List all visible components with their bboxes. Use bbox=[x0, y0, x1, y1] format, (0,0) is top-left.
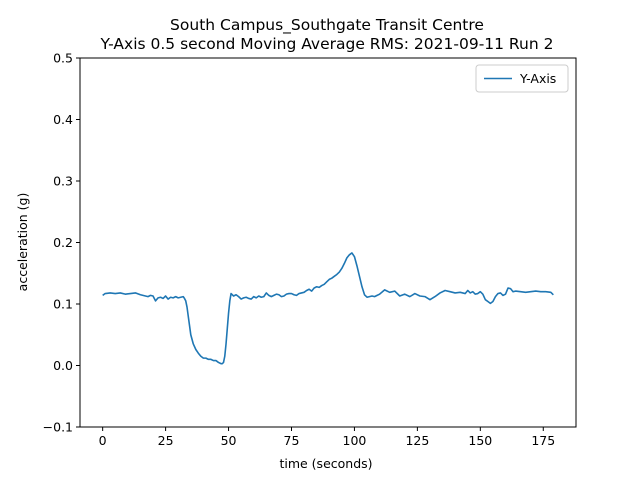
chart-subtitle: Y-Axis 0.5 second Moving Average RMS: 20… bbox=[100, 35, 554, 53]
series-line-y-axis bbox=[102, 252, 554, 365]
x-tick-label: 125 bbox=[405, 433, 429, 448]
y-tick-label: 0.1 bbox=[53, 297, 73, 312]
x-axis-label: time (seconds) bbox=[279, 456, 372, 471]
x-tick-label: 50 bbox=[221, 433, 237, 448]
y-tick-label: 0.4 bbox=[53, 112, 73, 127]
x-tick-label: 150 bbox=[468, 433, 492, 448]
y-axis-label: acceleration (g) bbox=[15, 193, 30, 292]
legend-entry-label: Y-Axis bbox=[519, 71, 556, 86]
y-tick-label: −0.1 bbox=[43, 420, 73, 435]
y-tick-label: 0.0 bbox=[53, 358, 73, 373]
chart-title: South Campus_Southgate Transit Centre bbox=[170, 16, 484, 35]
x-tick-label: 100 bbox=[343, 433, 367, 448]
plot-area: 0 25 50 75 100 125 150 175 −0.1 0.0 0.1 0.2 0.3 0.4 0.… bbox=[43, 51, 577, 448]
x-tick-label: 175 bbox=[531, 433, 555, 448]
x-tick-label: 75 bbox=[284, 433, 300, 448]
x-tick-label: 25 bbox=[158, 433, 174, 448]
y-tick-label: 0.2 bbox=[53, 235, 73, 250]
legend-box bbox=[475, 64, 569, 93]
y-tick-label: 0.5 bbox=[53, 51, 73, 66]
x-tick-label: 0 bbox=[99, 433, 107, 448]
y-tick-label: 0.3 bbox=[53, 174, 73, 189]
